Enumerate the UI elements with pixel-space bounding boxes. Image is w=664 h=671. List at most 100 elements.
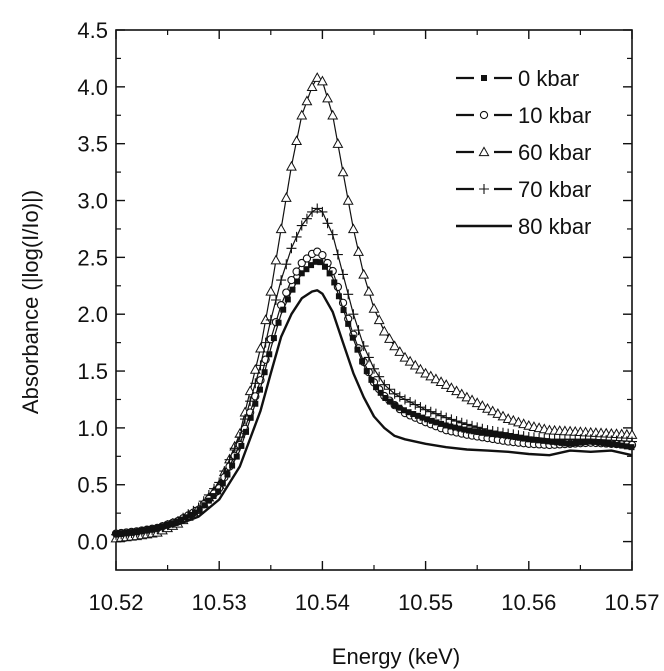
- x-tick-label: 10.57: [604, 590, 659, 615]
- legend-item: 60 kbar: [456, 140, 591, 165]
- data-point: [433, 419, 440, 426]
- data-point: [340, 307, 347, 314]
- data-point: [276, 275, 287, 286]
- data-point: [435, 376, 447, 387]
- series-line: [115, 251, 633, 535]
- data-point: [535, 437, 542, 444]
- data-point: [396, 404, 403, 411]
- data-point: [614, 441, 621, 448]
- data-point: [466, 394, 478, 405]
- y-tick-label: 1.0: [77, 416, 108, 441]
- data-point: [419, 414, 426, 421]
- y-tick-label: 3.0: [77, 189, 108, 214]
- data-point: [497, 410, 509, 421]
- data-point: [544, 438, 551, 445]
- data-point: [415, 402, 426, 413]
- data-point: [452, 424, 459, 431]
- data-point: [404, 355, 416, 366]
- data-point: [191, 509, 198, 516]
- data-point: [238, 442, 245, 449]
- data-point: [282, 288, 291, 297]
- data-point: [400, 407, 407, 414]
- data-point: [386, 398, 393, 405]
- data-point: [261, 369, 268, 376]
- data-point: [595, 439, 602, 446]
- data-point: [619, 442, 626, 449]
- data-point: [154, 524, 161, 531]
- data-point: [265, 285, 277, 296]
- data-point: [363, 352, 374, 363]
- data-point: [363, 285, 375, 296]
- data-point: [465, 427, 472, 434]
- legend-label: 0 kbar: [518, 66, 579, 91]
- data-point: [577, 439, 584, 446]
- y-axis-title: Absorbance (|log(I/Io)|): [18, 190, 43, 414]
- data-point: [297, 258, 306, 268]
- y-tick-label: 3.5: [77, 132, 108, 157]
- data-point: [549, 438, 556, 445]
- data-point: [410, 411, 417, 418]
- data-point: [507, 433, 514, 440]
- data-point: [440, 379, 452, 389]
- data-point: [247, 414, 254, 421]
- data-point: [430, 408, 441, 419]
- data-point: [281, 259, 292, 270]
- data-point: [373, 314, 385, 325]
- data-point: [405, 397, 416, 408]
- data-point: [287, 275, 296, 285]
- data-point: [377, 389, 384, 396]
- data-point: [586, 438, 593, 445]
- data-point: [456, 388, 468, 399]
- data-point: [471, 397, 483, 408]
- data-point: [332, 138, 344, 148]
- data-point: [345, 320, 352, 327]
- y-tick-label: 4.5: [77, 18, 108, 43]
- data-point: [470, 428, 477, 435]
- data-point: [275, 223, 287, 234]
- data-point: [521, 435, 528, 442]
- legend-item: 10 kbar: [456, 103, 591, 128]
- data-point: [249, 364, 261, 374]
- data-point: [337, 166, 349, 177]
- data-point: [526, 436, 533, 443]
- data-point: [219, 480, 226, 487]
- data-point: [327, 109, 339, 120]
- data-point: [145, 526, 152, 533]
- data-point: [394, 346, 406, 356]
- data-point: [378, 325, 390, 336]
- data-point: [270, 254, 282, 265]
- data-point: [609, 441, 616, 448]
- data-point: [291, 135, 303, 146]
- series-0-kbar: [113, 258, 635, 537]
- data-point: [456, 425, 463, 432]
- data-point: [563, 440, 570, 447]
- data-point: [384, 333, 395, 343]
- data-point: [255, 342, 266, 353]
- y-tick-label: 0.0: [77, 530, 108, 555]
- data-point: [178, 516, 185, 523]
- data-point: [354, 346, 361, 353]
- series-10-kbar: [111, 247, 637, 538]
- x-tick-label: 10.54: [295, 590, 350, 615]
- y-axis: 0.0 0.5 1.0 1.5 2.0 2.5 3.0 3.5 4.0 4.5: [77, 18, 632, 555]
- data-point: [382, 394, 389, 401]
- data-point: [451, 416, 462, 427]
- data-point: [332, 249, 343, 260]
- data-point: [136, 527, 143, 534]
- data-point: [327, 229, 338, 240]
- data-point: [113, 530, 119, 537]
- data-point: [374, 371, 385, 382]
- data-point: [318, 250, 327, 260]
- data-point: [353, 325, 364, 336]
- data-point: [298, 270, 305, 277]
- legend-item: 0 kbar: [456, 66, 579, 91]
- legend: 0 kbar 10 kbar 60 kbar 70 kbar 80 kbar: [456, 66, 591, 239]
- x-tick-label: 10.53: [192, 590, 247, 615]
- data-point: [353, 246, 364, 256]
- data-point: [384, 384, 395, 395]
- data-point: [303, 266, 310, 273]
- data-point: [280, 192, 292, 202]
- data-point: [605, 440, 612, 447]
- data-point: [430, 373, 442, 384]
- data-point: [358, 268, 370, 279]
